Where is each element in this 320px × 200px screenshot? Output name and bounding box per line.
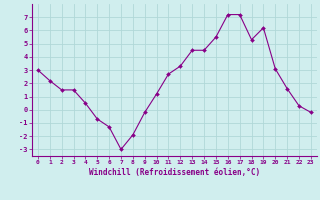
X-axis label: Windchill (Refroidissement éolien,°C): Windchill (Refroidissement éolien,°C) [89, 168, 260, 177]
